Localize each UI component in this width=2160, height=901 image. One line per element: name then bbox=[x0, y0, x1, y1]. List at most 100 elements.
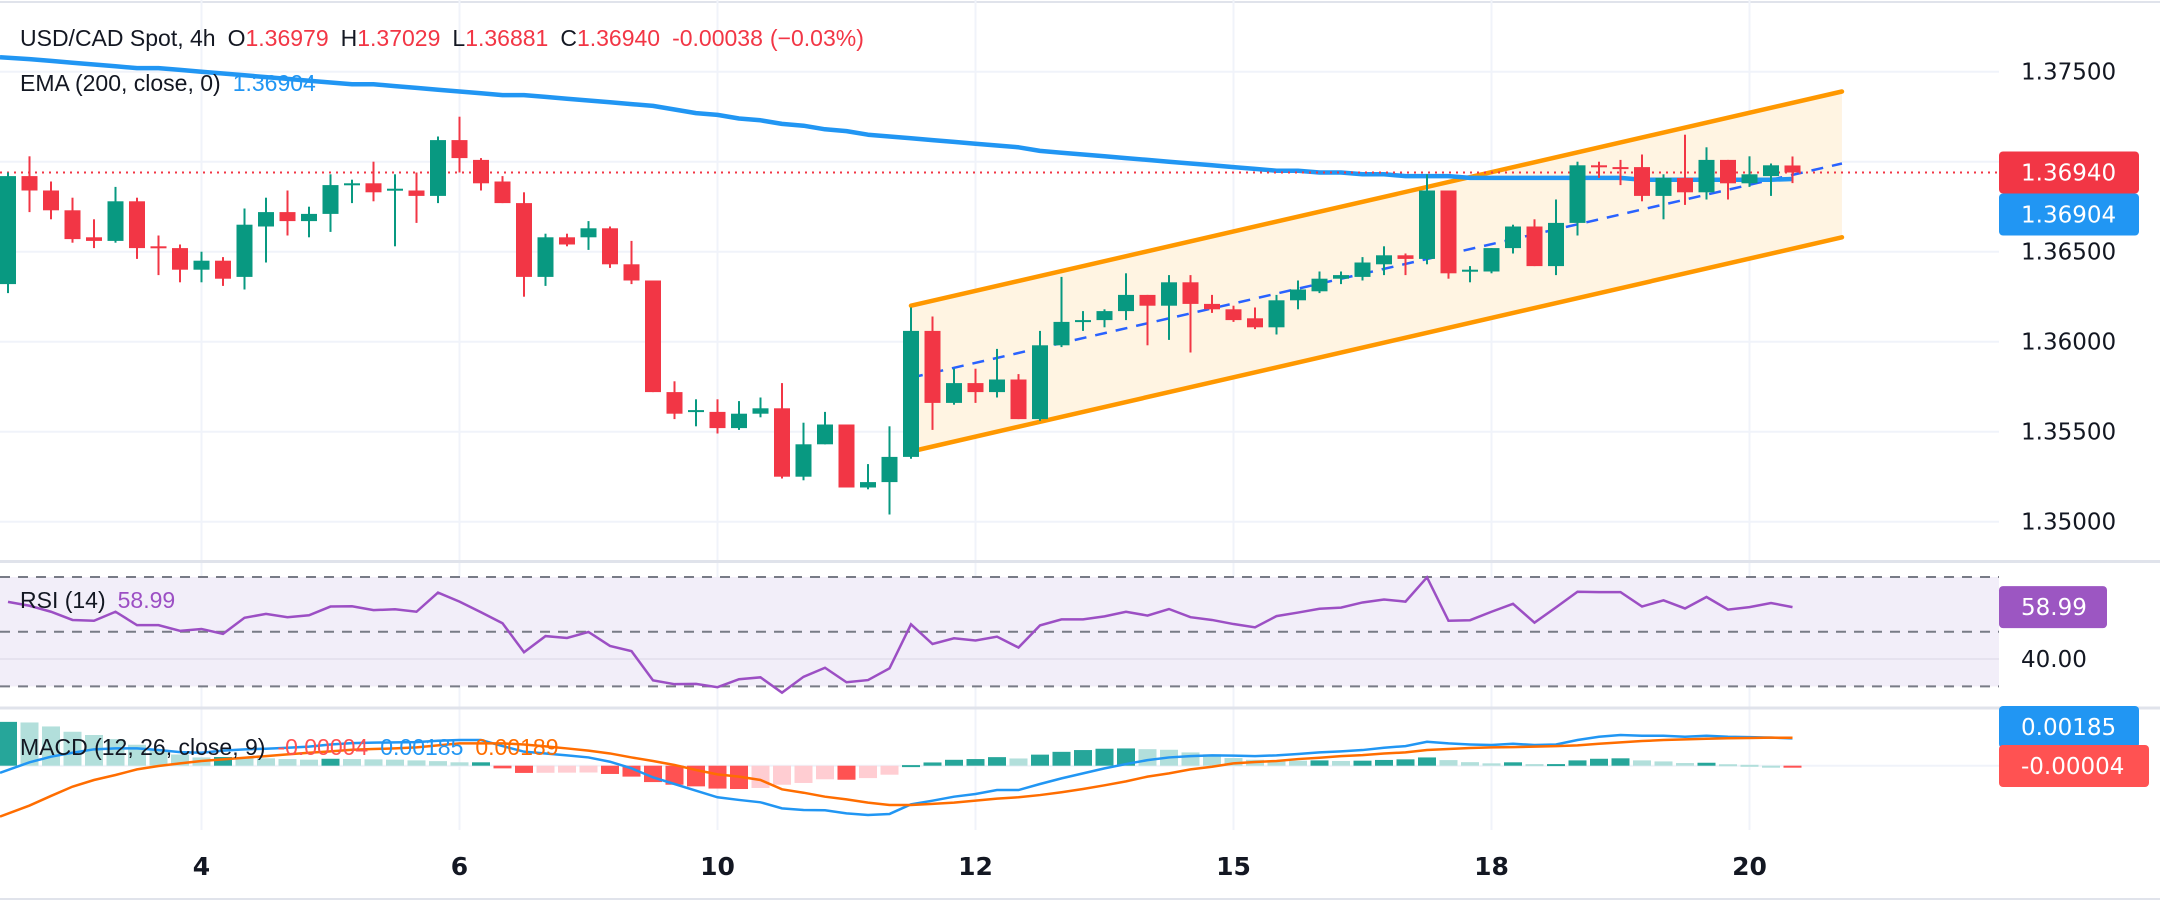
candle bbox=[752, 397, 769, 418]
rsi-value-tag-bg bbox=[1999, 586, 2107, 629]
candle-body bbox=[344, 183, 360, 186]
macd-histogram-bar bbox=[1289, 760, 1307, 766]
candle-body bbox=[451, 140, 468, 159]
candle-body bbox=[129, 201, 145, 249]
candle bbox=[193, 251, 210, 283]
candle bbox=[946, 368, 962, 405]
candle bbox=[1505, 224, 1521, 254]
candle-body bbox=[1655, 177, 1672, 196]
macd-histogram-bar bbox=[601, 765, 619, 774]
candle-body bbox=[387, 188, 403, 191]
candle-body bbox=[1548, 222, 1564, 267]
date-tick-label: 20 bbox=[1732, 852, 1767, 881]
candle-body bbox=[946, 383, 962, 403]
candle-body bbox=[107, 201, 124, 241]
candle bbox=[365, 161, 382, 202]
candle bbox=[215, 257, 231, 286]
candle bbox=[107, 186, 124, 243]
macd-histogram-bar bbox=[1310, 760, 1329, 766]
ema-legend[interactable]: EMA (200, close, 0) 1.36904 bbox=[20, 69, 316, 97]
candle bbox=[64, 197, 81, 243]
macd-histogram-bar bbox=[1117, 748, 1135, 766]
macd-legend-macd: 0.00185 bbox=[380, 734, 464, 760]
candle-body bbox=[537, 237, 554, 277]
macd-histogram-bar bbox=[450, 762, 469, 766]
candle bbox=[860, 464, 876, 490]
macd-histogram-bar bbox=[1031, 754, 1049, 766]
candle bbox=[1268, 294, 1285, 335]
candle-body bbox=[1354, 262, 1371, 277]
macd-histogram-bar bbox=[1719, 764, 1737, 767]
macd-histogram-bar bbox=[214, 756, 232, 766]
candle bbox=[989, 348, 1005, 398]
candle-body bbox=[1032, 345, 1048, 420]
macd-histogram-bar bbox=[472, 762, 490, 766]
macd-histogram-bar bbox=[923, 762, 942, 766]
macd-histogram-bar bbox=[321, 758, 340, 766]
candle-body bbox=[1784, 165, 1801, 173]
macd-histogram-bar bbox=[558, 765, 576, 773]
candle-body bbox=[795, 444, 812, 477]
candle bbox=[1290, 280, 1306, 310]
parallel-channel[interactable] bbox=[908, 89, 1845, 454]
candle-body bbox=[1376, 255, 1392, 265]
date-tick-label: 12 bbox=[958, 852, 993, 881]
macd-histogram-bar bbox=[1439, 760, 1458, 766]
candle bbox=[924, 316, 941, 430]
candle-body bbox=[838, 424, 855, 488]
macd-legend[interactable]: MACD (12, 26, close, 9) -0.00004 0.00185… bbox=[20, 733, 559, 761]
candle bbox=[602, 226, 618, 268]
candle-body bbox=[494, 181, 511, 204]
macd-histogram-bar bbox=[257, 758, 275, 766]
macd-histogram-bar bbox=[622, 765, 641, 777]
candle-body bbox=[1247, 318, 1263, 328]
candle-body bbox=[1526, 226, 1543, 267]
candle bbox=[1720, 159, 1736, 200]
rsi-legend[interactable]: RSI (14) 58.99 bbox=[20, 586, 175, 614]
macd-histogram-bar bbox=[515, 765, 533, 773]
macd-histogram-bar bbox=[364, 759, 383, 766]
candle-body bbox=[1118, 294, 1134, 312]
candle bbox=[1247, 307, 1263, 330]
candle-body bbox=[1505, 226, 1521, 249]
candle bbox=[279, 190, 296, 236]
candle-body bbox=[1268, 300, 1285, 328]
candle bbox=[580, 221, 597, 250]
candle bbox=[559, 233, 575, 247]
candle-body bbox=[881, 456, 898, 483]
symbol-title[interactable]: USD/CAD Spot, 4h bbox=[20, 25, 216, 51]
candle-body bbox=[903, 330, 919, 457]
candle bbox=[1225, 305, 1242, 322]
macd-histogram-bar bbox=[278, 759, 297, 766]
candle bbox=[1204, 294, 1220, 313]
candle bbox=[1118, 273, 1134, 321]
candle bbox=[1311, 271, 1328, 294]
price-tick-label: 1.35000 bbox=[2021, 510, 2116, 536]
candle-body bbox=[215, 260, 231, 279]
candle bbox=[516, 192, 532, 297]
candle-body bbox=[602, 228, 618, 265]
macd-histogram-bar bbox=[579, 765, 598, 773]
macd-line bbox=[0, 733, 1793, 817]
candle-body bbox=[1139, 294, 1156, 306]
candle-body bbox=[86, 237, 102, 241]
candle bbox=[0, 172, 16, 294]
price-tick-label: 1.35500 bbox=[2021, 420, 2116, 446]
channel-upper-line[interactable] bbox=[908, 89, 1845, 308]
macd-legend-label: MACD (12, 26, close, 9) bbox=[20, 734, 266, 760]
macd-histogram-bar bbox=[988, 757, 1006, 766]
macd-hist-tag-bg bbox=[1999, 745, 2149, 787]
macd-histogram-bar bbox=[1783, 765, 1802, 768]
candle bbox=[1741, 156, 1758, 187]
macd-value-tag-bg bbox=[1999, 706, 2139, 748]
macd-histogram-bar bbox=[106, 739, 125, 766]
candle-body bbox=[752, 408, 769, 414]
macd-histogram-bar bbox=[20, 722, 39, 766]
price-axis-bg[interactable] bbox=[1999, 4, 2160, 830]
channel-lower-line[interactable] bbox=[908, 235, 1845, 454]
candle-body bbox=[924, 330, 941, 403]
macd-histogram-bar bbox=[816, 765, 834, 780]
candle bbox=[623, 240, 640, 285]
candle-body bbox=[322, 185, 339, 214]
